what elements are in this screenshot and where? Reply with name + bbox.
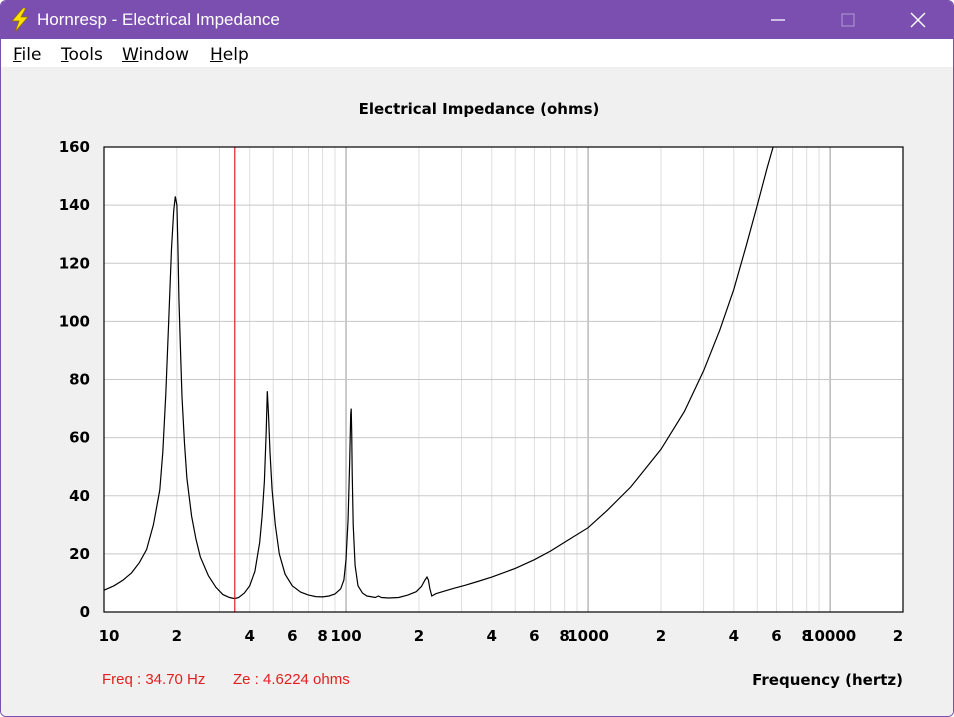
frequency-readout: Freq : 34.70 Hz (102, 671, 206, 688)
title-bar[interactable]: Hornresp - Electrical Impedance (1, 1, 953, 39)
y-tick-label: 80 (69, 371, 90, 389)
x-tick-label: 8 (317, 627, 327, 645)
maximize-icon (841, 13, 855, 27)
y-tick-label: 100 (59, 312, 90, 330)
y-tick-label: 60 (69, 429, 90, 447)
y-tick-label: 40 (69, 487, 90, 505)
x-tick-label: 6 (287, 627, 297, 645)
x-tick-label: 6 (771, 627, 781, 645)
window-title: Hornresp - Electrical Impedance (37, 10, 280, 29)
minimize-button[interactable] (755, 1, 801, 39)
menu-bar: File Tools Window Help (1, 39, 953, 67)
impedance-readout: Ze : 4.6224 ohms (233, 671, 350, 688)
x-tick-label: 4 (729, 627, 739, 645)
x-tick-label: 4 (245, 627, 255, 645)
x-tick-label: 8 (801, 627, 811, 645)
menu-help[interactable]: Help (210, 45, 249, 65)
series-line-impedance (103, 146, 774, 600)
y-tick-label: 0 (80, 603, 90, 621)
menu-tools[interactable]: Tools (61, 45, 103, 65)
x-tick-label: 2 (172, 627, 182, 645)
x-tick-label: 2 (893, 627, 903, 645)
lightning-bolt-icon (11, 8, 29, 32)
maximize-button[interactable] (825, 1, 871, 39)
y-axis-tick-labels: 0 20 40 60 80 100 120 140 160 (59, 138, 90, 621)
x-axis-label: Frequency (hertz) (752, 671, 903, 689)
y-tick-label: 160 (59, 138, 90, 156)
minimize-icon (771, 19, 785, 21)
y-tick-label: 120 (59, 254, 90, 272)
menu-file[interactable]: File (13, 45, 42, 65)
x-tick-label: 100 (330, 627, 361, 645)
y-tick-label: 140 (59, 196, 90, 214)
x-tick-label: 10000 (804, 627, 856, 645)
plot-frame (103, 146, 904, 613)
chart-title: Electrical Impedance (ohms) (359, 100, 600, 118)
x-tick-label: 1000 (567, 627, 609, 645)
x-tick-label: 8 (559, 627, 569, 645)
menu-window[interactable]: Window (122, 45, 190, 65)
x-tick-label: 2 (656, 627, 666, 645)
x-tick-label: 4 (487, 627, 497, 645)
y-tick-label: 20 (69, 545, 90, 563)
x-tick-label: 2 (414, 627, 424, 645)
close-button[interactable] (895, 1, 941, 39)
x-tick-label: 10 (99, 627, 120, 645)
close-icon (910, 12, 926, 28)
x-tick-label: 6 (529, 627, 539, 645)
